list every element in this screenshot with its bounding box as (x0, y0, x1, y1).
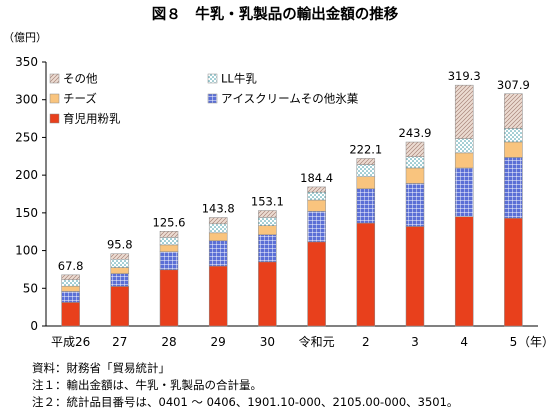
bar-segment-4 (208, 223, 228, 234)
bar-segment-3 (258, 225, 277, 235)
bar-segment-1 (356, 222, 376, 327)
total-label: 67.8 (58, 259, 84, 273)
x-tick-label: 4 (460, 335, 468, 349)
bar-segment-3 (61, 285, 80, 292)
bar-segment-3 (307, 199, 326, 212)
bar-segment-4 (504, 128, 523, 143)
x-tick-label: 5 (510, 335, 518, 349)
bar-segment-3 (405, 167, 425, 184)
y-axis-label: （億円） (3, 31, 47, 44)
bar-segment-2 (110, 273, 130, 287)
total-label: 125.6 (153, 215, 186, 229)
y-tick-label: 100 (15, 244, 38, 258)
bar-segment-1 (110, 286, 130, 327)
bar-segment-1 (405, 226, 425, 327)
bar-segment-4 (61, 279, 80, 287)
bar-segment-4 (307, 191, 326, 201)
legend-swatch (207, 73, 218, 84)
bar-segment-4 (110, 258, 130, 268)
legend-swatch (49, 73, 60, 84)
bar-segment-5 (405, 141, 425, 157)
bar-segment-1 (307, 241, 326, 327)
legend-label: LL牛乳 (221, 72, 257, 86)
bar-segment-5 (159, 231, 179, 238)
y-tick-label: 250 (15, 130, 38, 144)
bar-segment-1 (159, 269, 179, 327)
bar-segment-5 (208, 217, 228, 225)
total-label: 95.8 (107, 238, 133, 252)
x-tick-label: 30 (260, 335, 275, 349)
legend-label: 育児用粉乳 (63, 112, 121, 126)
bar-segment-5 (307, 186, 326, 193)
bar-segment-4 (405, 156, 425, 169)
bar-segment-2 (61, 291, 80, 303)
legend-swatch (207, 93, 218, 104)
bar-segment-3 (356, 176, 376, 189)
bar-segment-5 (504, 93, 523, 129)
source-note: 資料：財務省「貿易統計」 (32, 361, 170, 375)
bar-segment-3 (159, 244, 179, 252)
notes: 資料：財務省「貿易統計」 注１：輸出金額は、牛乳・乳製品の合計量。 注２：統計品… (32, 360, 458, 411)
x-tick-label: 27 (112, 335, 127, 349)
bar-segment-5 (110, 253, 130, 260)
bar-segment-1 (454, 216, 474, 327)
bar-segment-2 (208, 240, 228, 267)
bar-segment-2 (405, 183, 425, 227)
x-tick-label: 平成26 (51, 335, 90, 349)
legend-swatch (49, 113, 60, 124)
legend-label: その他 (63, 72, 98, 86)
bar-segment-3 (208, 232, 228, 242)
x-tick-label: 29 (211, 335, 226, 349)
bar-segment-1 (258, 261, 277, 327)
y-tick-label: 300 (15, 93, 38, 107)
y-tick-label: 50 (23, 281, 38, 295)
y-tick-label: 350 (15, 55, 38, 69)
x-axis-unit: （年） (518, 335, 550, 349)
total-label: 143.8 (202, 202, 235, 216)
bar-segment-5 (356, 158, 376, 165)
bar-segment-4 (356, 164, 376, 177)
bar-segment-1 (208, 265, 228, 327)
bar-segment-5 (61, 274, 80, 281)
total-label: 222.1 (349, 142, 382, 156)
bar-segment-3 (110, 267, 130, 274)
note-2: 注２：統計品目番号は、0401 ～ 0406、1901.10-000、2105.… (32, 395, 459, 409)
x-tick-label: 2 (362, 335, 370, 349)
bar-segment-4 (258, 217, 277, 226)
total-label: 153.1 (251, 195, 284, 209)
legend-label: チーズ (63, 92, 97, 106)
note-1: 注１：輸出金額は、牛乳・乳製品の合計量。 (32, 378, 262, 392)
bar-segment-2 (159, 251, 179, 271)
bar-segment-4 (159, 237, 179, 246)
bar-segment-2 (356, 188, 376, 224)
total-label: 307.9 (497, 78, 530, 92)
total-label: 319.3 (448, 69, 481, 83)
legend-label: アイスクリームその他氷菓 (221, 92, 359, 106)
bar-segment-5 (258, 210, 277, 218)
y-tick-label: 200 (15, 168, 38, 182)
x-tick-label: 3 (411, 335, 419, 349)
bar-segment-3 (454, 152, 474, 169)
bar-segment-2 (504, 157, 523, 219)
bar-segment-4 (454, 138, 474, 154)
total-label: 184.4 (300, 171, 333, 185)
total-label: 243.9 (399, 126, 432, 140)
y-tick-label: 150 (15, 206, 38, 220)
bar-segment-1 (61, 302, 80, 327)
bar-segment-2 (258, 234, 277, 263)
chart-title: 図８ 牛乳・乳製品の輸出金額の推移 (152, 5, 399, 23)
bar-segment-5 (454, 84, 474, 139)
bar-segment-2 (307, 211, 326, 243)
y-tick-label: 0 (30, 319, 38, 333)
bar-segment-2 (454, 167, 474, 217)
x-tick-label: 令和元 (299, 334, 335, 349)
legend-swatch (49, 93, 60, 104)
x-tick-label: 28 (161, 335, 176, 349)
bar-segment-3 (504, 141, 523, 158)
bar-segment-1 (504, 217, 523, 327)
